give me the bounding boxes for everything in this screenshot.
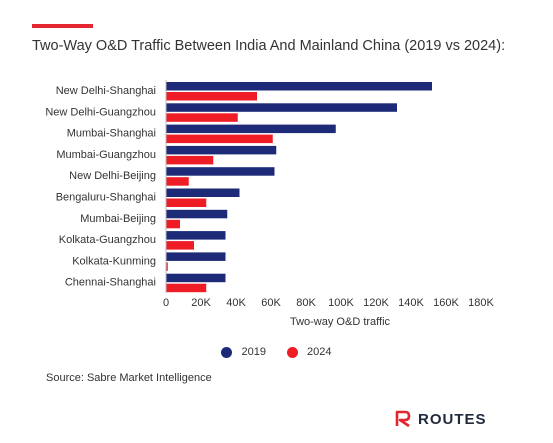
legend-swatch-2024: [287, 346, 299, 358]
category-label-kolkata-guangzhou: Kolkata-Guangzhou: [59, 234, 156, 246]
bar-2024-new-delhi-shanghai: [166, 92, 257, 101]
chart-title: Two-Way O&D Traffic Between India And Ma…: [32, 38, 506, 54]
category-label-mumbai-shanghai: Mumbai-Shanghai: [67, 128, 156, 140]
category-label-chennai-shanghai: Chennai-Shanghai: [65, 277, 156, 289]
category-label-new-delhi-shanghai: New Delhi-Shanghai: [56, 85, 156, 97]
routes-logo: ROUTES: [395, 410, 487, 428]
bar-2019-mumbai-beijing: [166, 209, 228, 219]
x-tick-label-0: 0: [163, 297, 169, 309]
x-tick-label-140k: 140K: [398, 297, 424, 309]
x-axis-label: Two-way O&D traffic: [290, 316, 391, 328]
bar-2024-mumbai-beijing: [166, 219, 180, 229]
legend-label-2019: 2019: [241, 346, 266, 358]
bar-2024-mumbai-shanghai: [166, 134, 273, 144]
category-label-mumbai-beijing: Mumbai-Beijing: [80, 213, 156, 225]
x-tick-label-180k: 180K: [468, 297, 494, 309]
category-label-mumbai-guangzhou: Mumbai-Guangzhou: [56, 149, 156, 161]
bar-2024-bengaluru-shanghai: [166, 198, 207, 207]
category-label-kolkata-kunming: Kolkata-Kunming: [72, 255, 156, 267]
x-tick-label-120k: 120K: [363, 297, 389, 309]
routes-logo-text: ROUTES: [418, 410, 487, 428]
x-tick-label-80k: 80K: [296, 297, 316, 309]
chart-legend: 2019 2024: [0, 346, 553, 361]
x-tick-label-20k: 20K: [191, 297, 211, 309]
legend-label-2024: 2024: [307, 346, 332, 358]
bar-2024-mumbai-guangzhou: [166, 155, 214, 165]
category-label-new-delhi-guangzhou: New Delhi-Guangzhou: [45, 106, 156, 118]
bar-chart: New Delhi-Shanghai New Delhi-Guangzhou Mum…: [45, 80, 495, 328]
bar-2024-kolkata-guangzhou: [166, 241, 194, 250]
legend-item-2024: 2024: [287, 346, 332, 358]
x-tick-label-40k: 40K: [226, 297, 246, 309]
bar-2019-new-delhi-beijing: [166, 167, 275, 176]
bar-2019-mumbai-guangzhou: [166, 145, 277, 155]
routes-logo-icon: [395, 410, 411, 428]
bar-2024-new-delhi-beijing: [166, 177, 189, 186]
bar-2019-mumbai-shanghai: [166, 124, 336, 134]
bar-2019-kolkata-guangzhou: [166, 231, 226, 240]
x-tick-label-100k: 100K: [328, 297, 354, 309]
title-accent-bar: [32, 24, 93, 28]
bar-2024-chennai-shanghai: [166, 283, 207, 293]
bar-2019-new-delhi-shanghai: [166, 82, 432, 91]
x-tick-label-160k: 160K: [433, 297, 459, 309]
bar-2019-bengaluru-shanghai: [166, 188, 240, 197]
legend-swatch-2019: [221, 346, 233, 358]
bar-2024-new-delhi-guangzhou: [166, 113, 238, 122]
legend-item-2019: 2019: [221, 346, 266, 358]
category-label-bengaluru-shanghai: Bengaluru-Shanghai: [56, 192, 156, 204]
bar-2019-new-delhi-guangzhou: [166, 103, 397, 112]
bar-2019-kolkata-kunming: [166, 252, 226, 261]
bar-2024-kolkata-kunming: [166, 262, 168, 271]
source-note: Source: Sabre Market Intelligence: [46, 372, 212, 384]
bar-2019-chennai-shanghai: [166, 273, 226, 283]
category-label-new-delhi-beijing: New Delhi-Beijing: [69, 170, 156, 182]
x-tick-label-60k: 60K: [261, 297, 281, 309]
